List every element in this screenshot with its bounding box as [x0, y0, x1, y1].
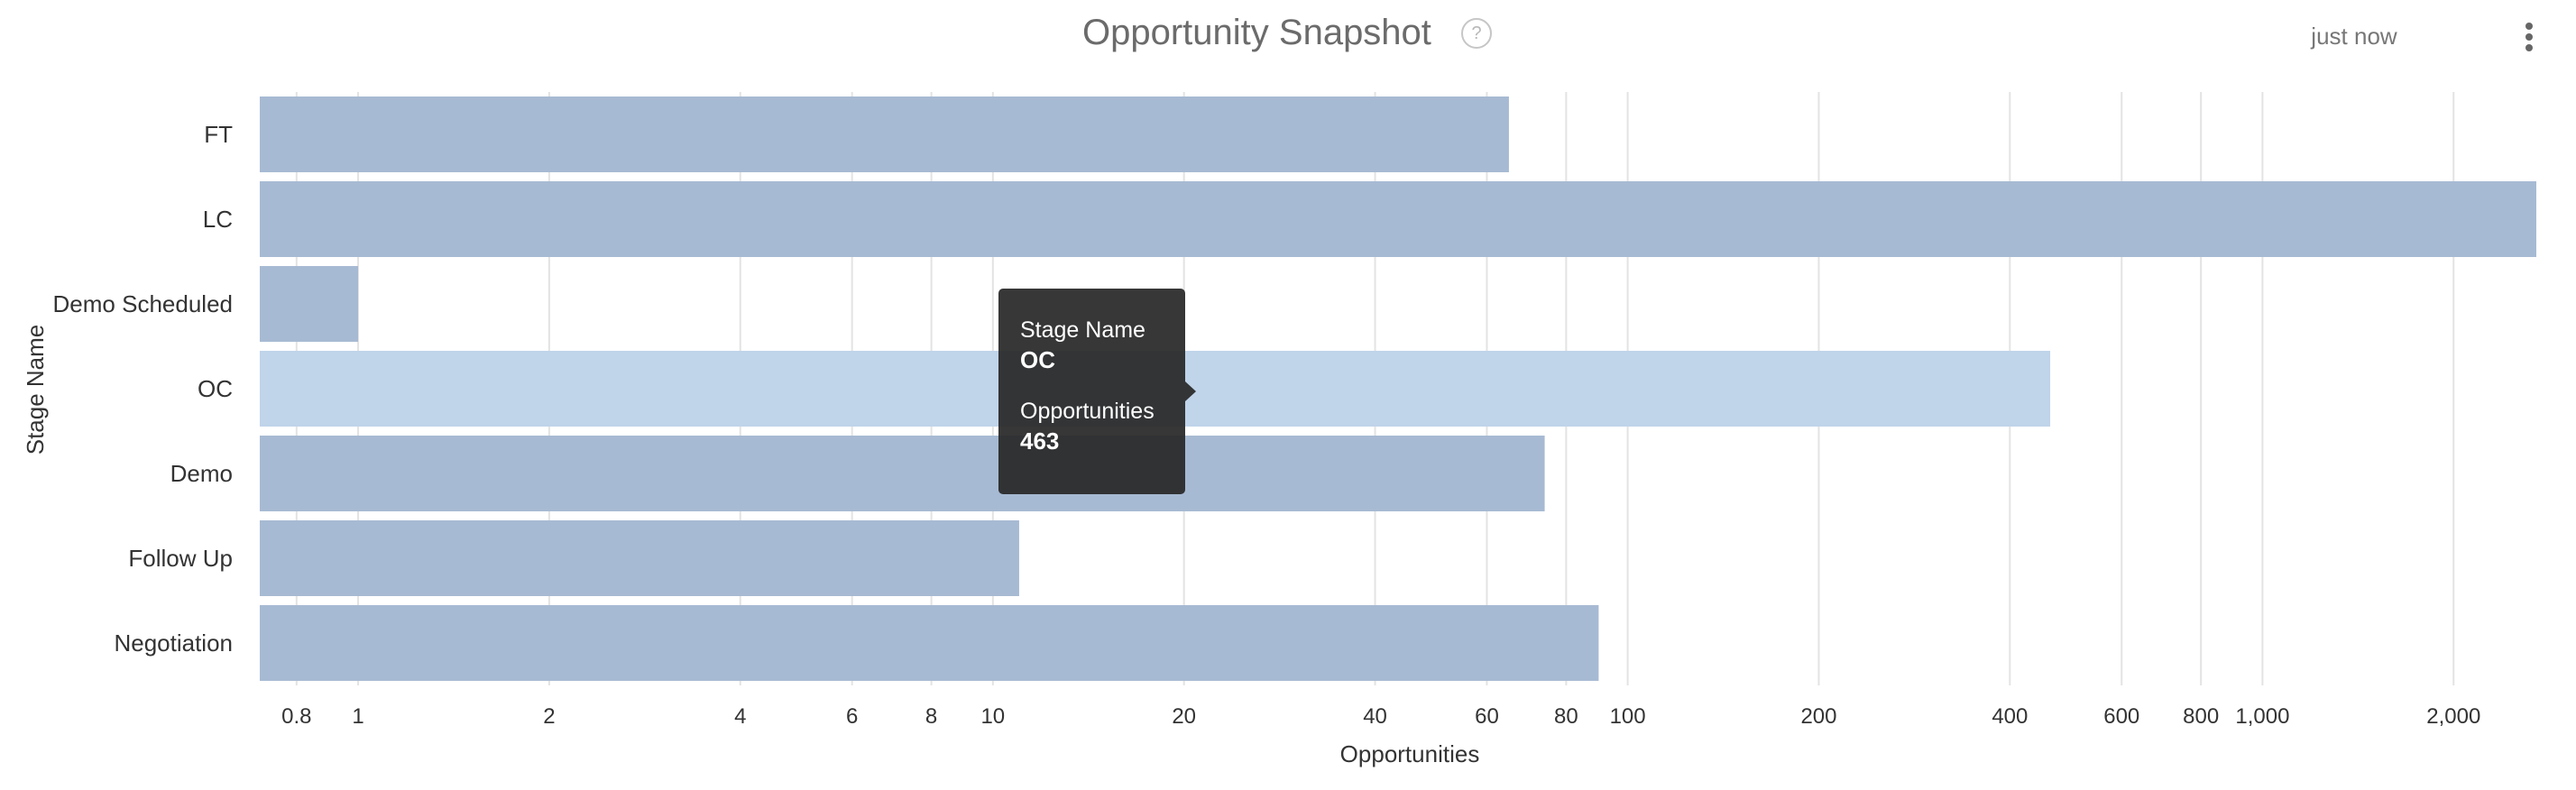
x-tick-label: 1,000 [2235, 704, 2289, 729]
x-tick-label: 20 [1172, 704, 1196, 729]
x-tick-label: 800 [2183, 704, 2219, 729]
last-updated-timestamp: just now [2311, 23, 2397, 50]
category-label: Negotiation [114, 629, 233, 657]
y-axis-title: Stage Name [22, 325, 49, 455]
x-tick-label: 40 [1363, 704, 1387, 729]
x-tick-label: 80 [1554, 704, 1578, 729]
category-label: Follow Up [128, 545, 233, 572]
bar-lc[interactable] [260, 181, 2536, 257]
x-tick-label: 10 [980, 704, 1005, 729]
category-label: Demo Scheduled [53, 290, 233, 317]
category-label: LC [203, 206, 233, 233]
category-label: FT [204, 121, 233, 148]
tooltip-metric-label: Opportunities [1020, 399, 1155, 424]
tooltip-metric-value: 463 [1020, 427, 1060, 455]
category-label: OC [198, 375, 233, 402]
chart-header: Opportunity Snapshot ? just now [0, 0, 2576, 72]
x-tick-label: 1 [352, 704, 363, 729]
x-tick-label: 2 [543, 704, 555, 729]
x-tick-label: 0.8 [281, 704, 311, 729]
bar-negotiation[interactable] [260, 605, 1599, 681]
bar-demo[interactable] [260, 436, 1545, 511]
x-tick-label: 2,000 [2426, 704, 2480, 729]
x-tick-label: 60 [1475, 704, 1499, 729]
x-tick-label: 4 [734, 704, 746, 729]
tooltip-arrow [1185, 381, 1196, 401]
bar-follow-up[interactable] [260, 520, 1019, 596]
category-labels: FT LC Demo Scheduled OC Demo Follow Up Negotia… [53, 121, 234, 657]
x-tick-label: 100 [1610, 704, 1646, 729]
bar-ft[interactable] [260, 96, 1509, 172]
category-label: Demo [170, 460, 233, 487]
x-tick-label: 6 [846, 704, 858, 729]
tooltip: Stage Name OC Opportunities 463 [998, 289, 1185, 494]
x-tick-label: 200 [1800, 704, 1836, 729]
chart-title: Opportunity Snapshot [1082, 13, 1431, 52]
x-axis-title: Opportunities [1340, 740, 1480, 767]
x-tick-label: 600 [2103, 704, 2139, 729]
x-tick-label: 400 [1992, 704, 2028, 729]
x-tick-labels: 0.8 1 2 4 6 8 10 20 40 60 80 100 200 400 600 800 1,000 2,… [281, 704, 2480, 729]
bars [260, 96, 2536, 681]
more-options-icon[interactable] [2518, 18, 2540, 56]
tooltip-category-label: Stage Name [1020, 317, 1145, 343]
bar-demo-scheduled[interactable] [260, 266, 359, 342]
tooltip-category-value: OC [1020, 346, 1055, 373]
help-icon[interactable]: ? [1461, 18, 1492, 49]
x-tick-label: 8 [925, 704, 937, 729]
